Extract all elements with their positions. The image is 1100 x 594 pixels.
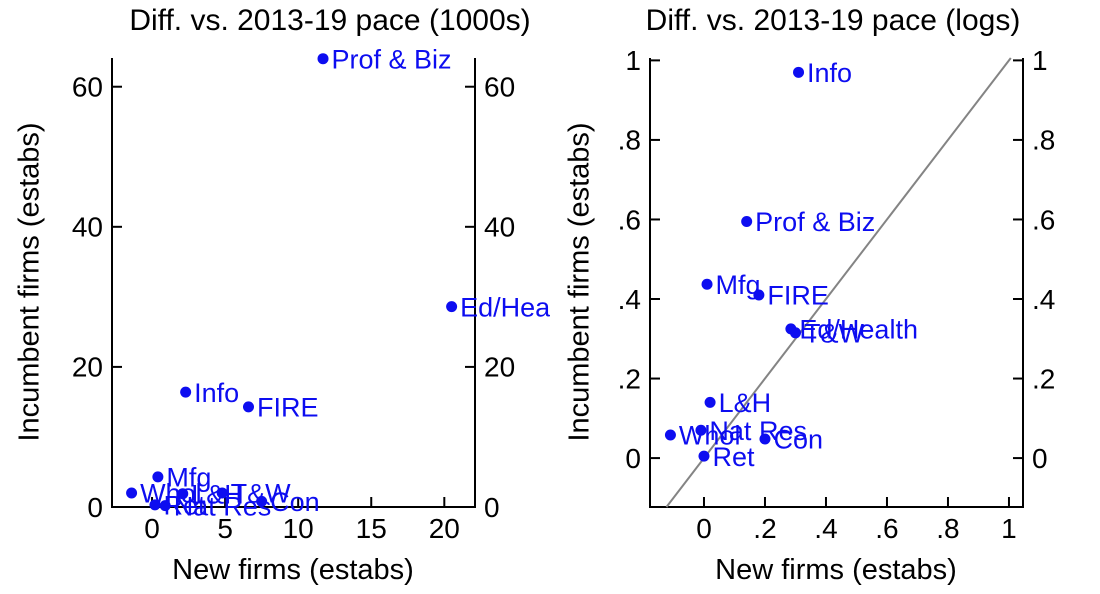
data-point (753, 289, 765, 301)
data-point (152, 471, 164, 483)
y-tick-label-right: 20 (484, 352, 515, 383)
y-tick-label-left: 20 (72, 352, 103, 383)
y-tick-label-left: 60 (72, 72, 103, 103)
plot-area: 0 0 .2 .2 .4 .4 .6 .6 .8 .8 1 1 0 .2 .4 .6 .8 1 Info Prof &… (618, 45, 1056, 544)
subplot-left: Diff. vs. 2013-19 pace (1000s) Incumbent… (14, 4, 551, 586)
y-tick-label-left: 1 (625, 45, 641, 76)
point-label: T&W (804, 319, 865, 349)
y-tick-label-left: .8 (618, 125, 641, 156)
point-label: Con (270, 487, 320, 517)
x-axis-label: New firms (estabs) (172, 554, 414, 586)
data-point (216, 487, 228, 499)
x-tick-label: .2 (753, 513, 776, 544)
data-point (741, 215, 753, 227)
data-point (446, 301, 458, 313)
point-label: FIRE (767, 281, 829, 311)
data-point (793, 66, 805, 78)
y-tick-label-left: .4 (618, 284, 641, 315)
plot-title: Diff. vs. 2013-19 pace (logs) (645, 4, 1021, 37)
y-tick-label-right: 0 (1032, 443, 1048, 474)
data-point (759, 433, 771, 445)
data-point (701, 278, 713, 290)
x-tick-label: .8 (936, 513, 959, 544)
point-label: Nat Res (174, 491, 272, 521)
data-point (149, 499, 161, 511)
y-tick-label-right: .4 (1032, 284, 1055, 315)
point-label: Con (773, 425, 823, 455)
y-tick-label-right: 0 (484, 492, 500, 523)
data-point (126, 487, 138, 499)
point-label: Mfg (716, 270, 761, 300)
point-label: L&H (719, 388, 772, 418)
point-label: FIRE (257, 393, 319, 423)
point-label: Prof & Biz (755, 207, 875, 237)
y-tick-label-left: 0 (625, 443, 641, 474)
data-point (317, 53, 329, 65)
y-tick-label-right: 40 (484, 212, 515, 243)
y-tick-label-right: 60 (484, 72, 515, 103)
y-tick-label-right: .2 (1032, 363, 1055, 394)
data-point (177, 488, 189, 500)
point-label: Ed/Health (799, 315, 918, 345)
data-point (180, 386, 192, 398)
y-tick-label-left: 0 (87, 492, 103, 523)
data-point (664, 429, 676, 441)
point-label: Whol (679, 421, 741, 451)
x-tick-label: 1 (1001, 513, 1017, 544)
data-point (695, 424, 707, 436)
y-tick-label-left: .2 (618, 363, 641, 394)
y-tick-label-left: .6 (618, 204, 641, 235)
x-tick-label: 10 (283, 513, 314, 544)
point-label: Mfg (166, 463, 211, 493)
x-tick-label: .6 (875, 513, 898, 544)
point-label: Ed/Health (460, 292, 550, 322)
point-label: Prof & Biz (332, 44, 452, 74)
point-label: Nat Res (709, 416, 807, 446)
x-tick-label: 0 (144, 513, 160, 544)
x-tick-label: 5 (217, 513, 233, 544)
data-point (256, 495, 268, 507)
data-point (789, 327, 801, 339)
x-tick-label: 20 (429, 513, 460, 544)
x-axis-label: New firms (estabs) (715, 554, 957, 586)
y-tick-label-right: 1 (1032, 45, 1048, 76)
y-tick-label-left: 40 (72, 212, 103, 243)
x-tick-label: .4 (814, 513, 837, 544)
plot-title: Diff. vs. 2013-19 pace (1000s) (129, 4, 531, 37)
y-tick-label-right: .8 (1032, 125, 1055, 156)
point-label: Info (194, 378, 239, 408)
y-tick-label-right: .6 (1032, 204, 1055, 235)
data-point (704, 396, 716, 408)
x-tick-label: 15 (356, 513, 387, 544)
data-point (698, 450, 710, 462)
point-label: Info (807, 58, 852, 88)
data-point (242, 401, 254, 413)
point-label: Ret (712, 442, 755, 472)
subplot-right: Diff. vs. 2013-19 pace (logs) Incumbent … (550, 0, 1100, 594)
x-tick-label: 0 (696, 513, 712, 544)
plot-area: 0 0 20 20 40 40 60 60 0 5 10 15 20 Prof & Biz Ed/Healt… (72, 44, 550, 544)
reference-line-45deg (665, 57, 1012, 508)
data-point (159, 500, 171, 512)
